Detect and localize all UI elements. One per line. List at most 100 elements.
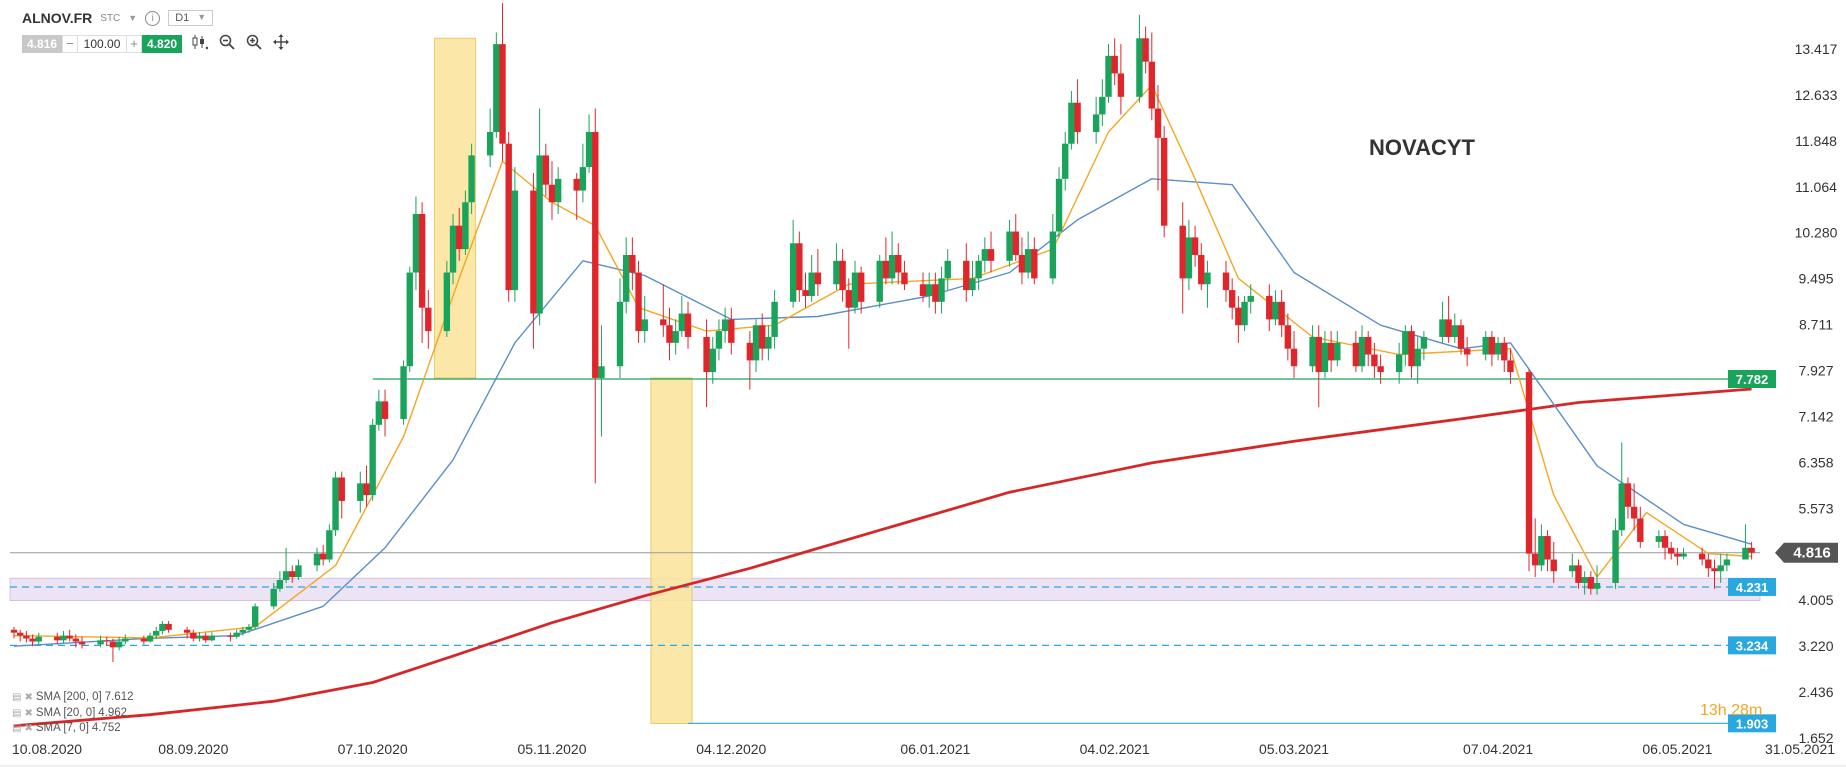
candle-body (233, 632, 240, 637)
remove-indicator-icon[interactable]: ✖ (24, 692, 33, 703)
candle-body (1451, 325, 1458, 337)
candle-body (1414, 348, 1421, 367)
candle (295, 559, 302, 580)
x-tick-label: 07.10.2020 (338, 741, 408, 757)
buy-price-button[interactable]: 4.820 (142, 35, 183, 53)
candle (1501, 336, 1508, 373)
candle (1099, 79, 1106, 127)
dropdown-caret-icon[interactable]: ▼ (128, 13, 138, 23)
candle (326, 524, 333, 563)
zoom-in-icon[interactable] (245, 34, 263, 55)
candle (1525, 369, 1533, 572)
candle (418, 202, 426, 343)
candle (1544, 530, 1551, 572)
indicator-settings-icon[interactable]: ▤ (12, 692, 22, 703)
zoom-out-icon[interactable] (218, 34, 236, 55)
candle-body (1228, 290, 1236, 308)
candle (1222, 260, 1230, 302)
time-axis: 10.08.2020 08.09.2020 07.10.2020 05.11.2020… (0, 741, 1846, 767)
candle (1618, 442, 1625, 537)
candle-body (1408, 331, 1415, 367)
candle (1247, 284, 1254, 314)
candle-body (678, 313, 686, 332)
y-tick-label: 13.417 (1795, 41, 1838, 57)
candle-body (196, 635, 203, 639)
timeframe-select[interactable]: D1 ▼ (168, 10, 214, 26)
candle (1024, 231, 1032, 279)
legend-item-sma200[interactable]: ▤ ✖ SMA [200, 0] 7.612 (12, 690, 133, 706)
remove-indicator-icon[interactable]: ✖ (24, 723, 33, 734)
candle-body (1587, 577, 1595, 589)
candle (227, 632, 234, 642)
candle (616, 278, 624, 378)
candle-body (146, 635, 154, 642)
decrease-quantity-button[interactable]: − (62, 35, 79, 53)
sell-price-button[interactable]: 4.816 (22, 35, 63, 53)
candle (1012, 213, 1019, 261)
current-price-label: 4.816 (1793, 545, 1831, 562)
candle (1278, 290, 1285, 337)
candle (1148, 32, 1155, 121)
candle (1439, 301, 1446, 343)
candle (1630, 483, 1638, 531)
candle-body (944, 260, 951, 279)
increase-quantity-button[interactable]: + (126, 35, 143, 53)
legend-item-sma7[interactable]: ▤ ✖ SMA [7, 0] 4.752 (12, 721, 133, 737)
symbol-label[interactable]: ALNOV.FR (22, 10, 93, 26)
sma7-line (13, 84, 1752, 639)
candle-body (78, 641, 86, 645)
candle (901, 260, 908, 291)
level-tag-label: 3.234 (1736, 638, 1769, 653)
candle (1105, 44, 1112, 103)
candle (1185, 219, 1193, 291)
candle (146, 632, 154, 643)
candle (456, 208, 463, 261)
candle (1395, 342, 1403, 384)
quantity-input[interactable]: 100.00 (78, 35, 127, 53)
x-tick-label: 08.09.2020 (158, 741, 228, 757)
candle (579, 143, 587, 203)
candle (1018, 237, 1026, 285)
candle (140, 635, 148, 645)
candle (833, 243, 840, 291)
legend-sma200-name: SMA [200, 0] (35, 691, 102, 703)
chart-title: NOVACYT (1369, 135, 1475, 160)
chart-type-icon[interactable] (191, 34, 209, 55)
candle-body (1494, 342, 1502, 355)
candle-body (1637, 518, 1644, 542)
candle (319, 544, 327, 566)
x-tick-label: 10.08.2020 (12, 741, 82, 757)
legend-item-sma20[interactable]: ▤ ✖ SMA [20, 0] 4.962 (12, 706, 133, 722)
crosshair-move-icon[interactable] (272, 33, 290, 55)
candle (29, 634, 36, 647)
candle-body (72, 638, 80, 642)
candle-body (319, 553, 327, 560)
candle (208, 632, 216, 642)
candle (332, 471, 339, 537)
candle (672, 319, 679, 355)
indicator-settings-icon[interactable]: ▤ (12, 723, 22, 734)
candle-body (511, 190, 519, 291)
remove-indicator-icon[interactable]: ✖ (24, 707, 33, 719)
candle-body (1049, 231, 1057, 279)
candle (66, 629, 73, 642)
price-level-tag: 7.782 (1728, 370, 1776, 389)
candle (10, 626, 18, 639)
trade-row: 4.816 − 100.00 + 4.820 (22, 33, 290, 55)
candle-body (1717, 565, 1724, 572)
indicator-settings-icon[interactable]: ▤ (12, 707, 22, 719)
candle-body (1525, 372, 1533, 554)
candle-body (60, 635, 67, 641)
candle-body (103, 640, 110, 642)
candle-body (1624, 483, 1632, 507)
candle-body (1575, 565, 1582, 583)
candle-body (443, 272, 451, 332)
candle-body (882, 260, 890, 279)
candle-body (1099, 96, 1106, 115)
info-icon[interactable]: i (145, 10, 161, 26)
candle-body (363, 483, 370, 496)
candle (1575, 559, 1582, 589)
candle-body (938, 278, 945, 302)
y-tick-label: 7.142 (1798, 408, 1833, 424)
